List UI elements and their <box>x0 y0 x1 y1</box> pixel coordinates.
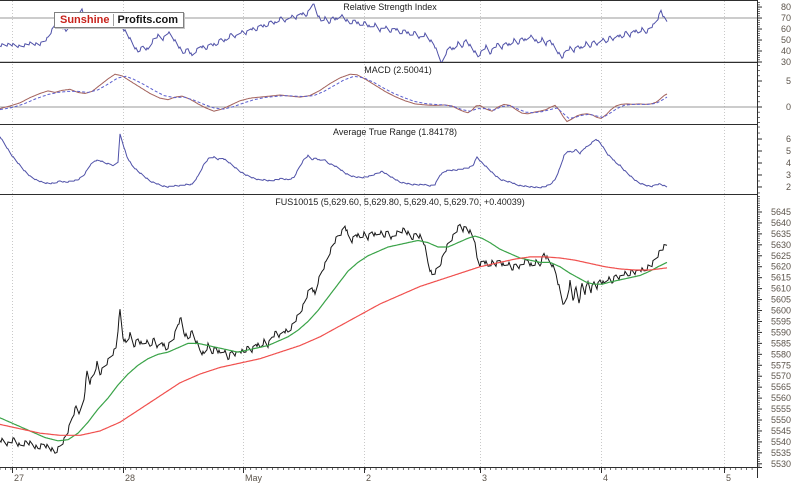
y-axis-label: 50 <box>781 35 791 45</box>
atr-atr-line <box>0 133 668 189</box>
logo-text-profits: Profits.com <box>112 14 179 26</box>
y-axis-label: 5 <box>786 76 791 86</box>
y-axis-label: 5610 <box>771 284 791 294</box>
y-axis-label: 5635 <box>771 229 791 239</box>
y-axis-label: 5555 <box>771 404 791 414</box>
y-axis-label: 5580 <box>771 349 791 359</box>
y-axis-label: 5630 <box>771 240 791 250</box>
price-ma-slow-line <box>0 256 668 436</box>
y-axis-label: 0 <box>786 102 791 112</box>
y-axis-label: 60 <box>781 24 791 34</box>
x-axis-label: May <box>245 473 263 483</box>
x-axis-label: 27 <box>14 473 24 483</box>
atr-panel-title: Average True Range (1.84178) <box>333 127 457 137</box>
y-axis-label: 5 <box>786 146 791 156</box>
y-axis-label: 5605 <box>771 295 791 305</box>
y-axis-label: 5550 <box>771 415 791 425</box>
y-axis-label: 2 <box>786 182 791 192</box>
y-axis-label: 5645 <box>771 207 791 217</box>
price-ma-fast-line <box>0 235 668 442</box>
macd-series-group <box>0 73 668 123</box>
y-axis-label: 40 <box>781 46 791 56</box>
y-axis-label: 5585 <box>771 338 791 348</box>
y-axis-label: 5615 <box>771 273 791 283</box>
macd-signal-line <box>0 75 668 119</box>
y-axis-label: 30 <box>781 57 791 67</box>
y-axis-label: 5600 <box>771 306 791 316</box>
rsi-panel-title: Relative Strength Index <box>343 2 437 12</box>
y-axis-label: 3 <box>786 170 791 180</box>
macd-macd-line <box>0 73 668 123</box>
macd-panel-title: MACD (2.50041) <box>364 65 432 75</box>
logo-text-sunshine: Sunshine <box>60 14 110 26</box>
y-axis-label: 4 <box>786 158 791 168</box>
x-axis-label: 2 <box>366 473 371 483</box>
y-axis-label: 5565 <box>771 382 791 392</box>
y-axis-label: 6 <box>786 134 791 144</box>
y-axis-label: 5545 <box>771 426 791 436</box>
y-axis-label: 5595 <box>771 316 791 326</box>
y-axis-label: 70 <box>781 13 791 23</box>
x-axis-label: 28 <box>125 473 135 483</box>
logo[interactable]: Sunshine Profits.com <box>54 12 185 28</box>
y-axis-label: 5540 <box>771 437 791 447</box>
y-axis-label: 5530 <box>771 459 791 469</box>
y-axis-label: 5575 <box>771 360 791 370</box>
y-axis-label: 5590 <box>771 327 791 337</box>
price-panel-title: FUS10015 (5,629.60, 5,629.80, 5,629.40, … <box>275 197 525 207</box>
x-axis-label: 5 <box>726 473 731 483</box>
x-axis-label: 4 <box>603 473 608 483</box>
y-axis-label: 5640 <box>771 218 791 228</box>
atr-series-group <box>0 133 668 189</box>
y-axis-label: 5625 <box>771 251 791 261</box>
y-axis-label: 5535 <box>771 448 791 458</box>
y-axis-label: 5620 <box>771 262 791 272</box>
x-axis-label: 3 <box>482 473 487 483</box>
price-series-group <box>0 223 668 454</box>
y-axis-label: 80 <box>781 2 791 12</box>
y-axis-label: 5560 <box>771 393 791 403</box>
y-axis-label: 5570 <box>771 371 791 381</box>
price-fus10015-line <box>0 223 668 454</box>
